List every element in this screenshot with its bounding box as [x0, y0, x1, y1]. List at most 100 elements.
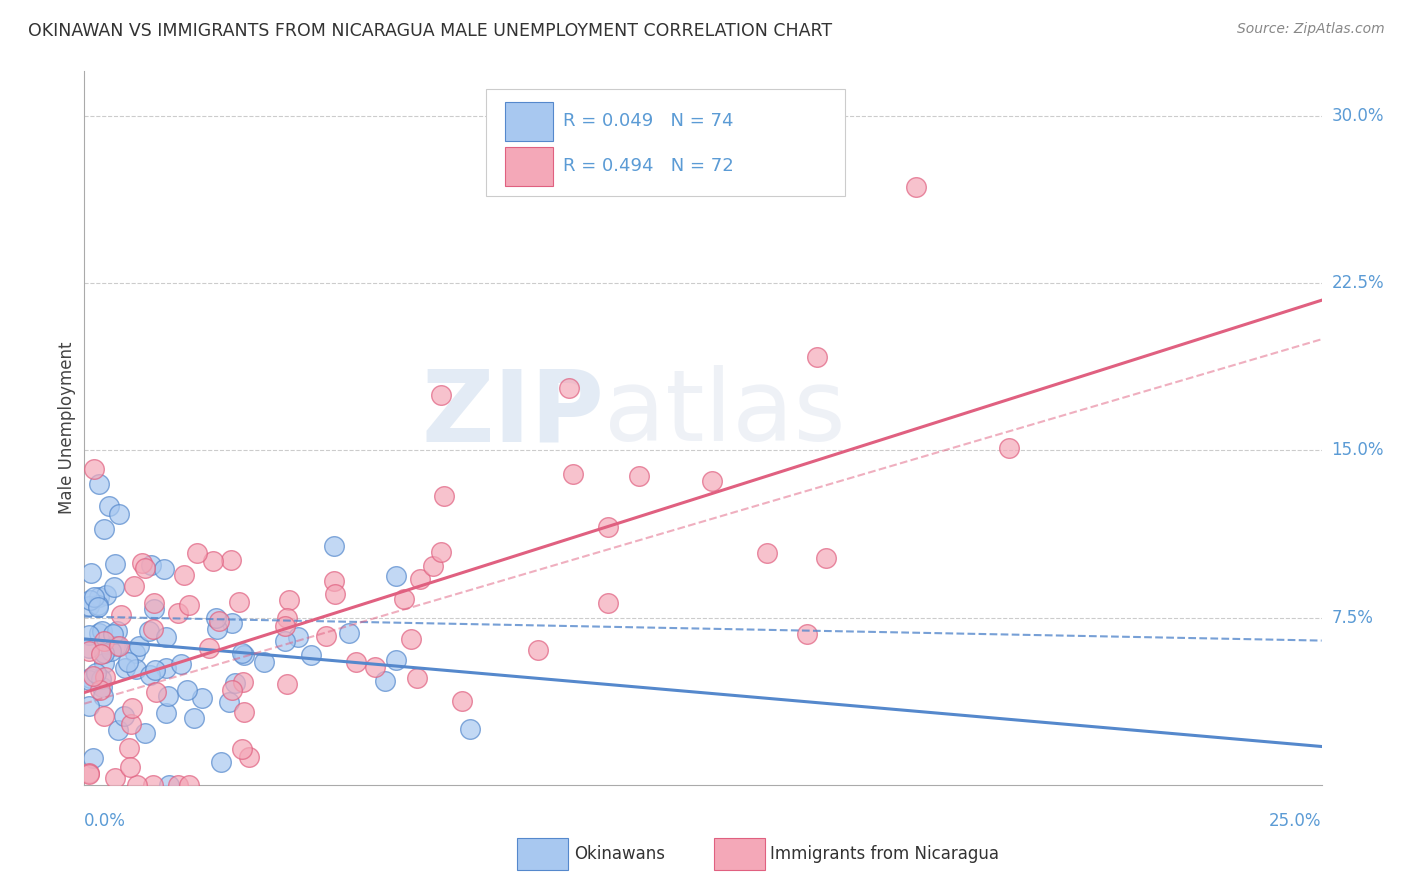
Point: [323, 539, 346, 553]
Point: [190, 690, 212, 705]
Point: [450, 694, 472, 708]
Point: [252, 655, 274, 669]
Point: [110, 608, 132, 623]
Point: [91, 689, 114, 703]
Point: [93, 646, 115, 660]
Point: [104, 771, 127, 785]
Point: [429, 387, 451, 401]
Point: [276, 677, 298, 691]
Point: [87, 600, 110, 615]
Point: [232, 648, 254, 663]
Point: [176, 683, 198, 698]
Point: [207, 622, 229, 636]
Point: [80, 566, 103, 580]
Point: [221, 615, 243, 630]
Point: [806, 350, 828, 364]
Point: [177, 598, 200, 612]
Point: [79, 644, 101, 658]
Point: [93, 633, 115, 648]
Point: [101, 627, 124, 641]
Point: [118, 760, 141, 774]
Point: [122, 579, 145, 593]
Text: 22.5%: 22.5%: [1331, 274, 1384, 293]
Point: [167, 778, 190, 792]
Point: [100, 644, 122, 658]
Point: [156, 690, 179, 704]
Point: [627, 469, 650, 483]
Text: 15.0%: 15.0%: [1331, 442, 1384, 459]
Point: [118, 741, 141, 756]
Point: [120, 717, 142, 731]
Point: [315, 629, 337, 643]
Point: [139, 667, 162, 681]
Point: [904, 180, 927, 194]
Point: [83, 590, 105, 604]
Point: [221, 682, 243, 697]
Point: [221, 553, 243, 567]
Point: [145, 685, 167, 699]
Point: [143, 602, 166, 616]
Text: Okinawans: Okinawans: [574, 845, 665, 863]
Point: [392, 591, 415, 606]
Point: [323, 587, 346, 601]
Point: [98, 500, 121, 514]
Text: OKINAWAN VS IMMIGRANTS FROM NICARAGUA MALE UNEMPLOYMENT CORRELATION CHART: OKINAWAN VS IMMIGRANTS FROM NICARAGUA MA…: [28, 22, 832, 40]
Point: [142, 622, 165, 636]
FancyBboxPatch shape: [505, 147, 554, 186]
Point: [104, 640, 127, 654]
Point: [173, 568, 195, 582]
Point: [94, 588, 117, 602]
Point: [142, 778, 165, 792]
Point: [139, 558, 162, 573]
Point: [460, 723, 482, 737]
Point: [384, 653, 406, 667]
Point: [374, 673, 396, 688]
Point: [79, 640, 101, 655]
Point: [79, 673, 101, 687]
Point: [231, 646, 253, 660]
Text: ZIP: ZIP: [422, 366, 605, 462]
Point: [105, 624, 128, 638]
Point: [405, 671, 427, 685]
Text: atlas: atlas: [605, 366, 845, 462]
Point: [399, 632, 422, 646]
Point: [93, 670, 115, 684]
Point: [278, 593, 301, 607]
Point: [93, 657, 115, 671]
Point: [153, 562, 176, 576]
Point: [344, 655, 367, 669]
Point: [79, 627, 101, 641]
Point: [815, 550, 838, 565]
Point: [998, 442, 1021, 456]
Point: [104, 557, 127, 571]
Point: [157, 778, 180, 792]
Point: [337, 625, 360, 640]
Point: [228, 595, 250, 609]
Point: [274, 619, 297, 633]
Text: Immigrants from Nicaragua: Immigrants from Nicaragua: [770, 845, 1000, 863]
Point: [91, 624, 114, 638]
Point: [179, 778, 201, 792]
Point: [107, 723, 129, 737]
Point: [114, 661, 136, 675]
Point: [596, 519, 619, 533]
Text: R = 0.494   N = 72: R = 0.494 N = 72: [564, 157, 734, 175]
Point: [238, 749, 260, 764]
Point: [364, 660, 387, 674]
Point: [143, 596, 166, 610]
Point: [274, 634, 297, 648]
Point: [796, 626, 818, 640]
Text: Source: ZipAtlas.com: Source: ZipAtlas.com: [1237, 22, 1385, 37]
Text: R = 0.049   N = 74: R = 0.049 N = 74: [564, 112, 734, 130]
Point: [408, 573, 430, 587]
Point: [232, 674, 254, 689]
Point: [84, 666, 107, 681]
Point: [167, 606, 190, 620]
Point: [209, 755, 232, 769]
Point: [117, 655, 139, 669]
Point: [208, 614, 231, 628]
Point: [430, 545, 453, 559]
Point: [83, 462, 105, 476]
Point: [218, 695, 240, 709]
Point: [79, 767, 101, 781]
